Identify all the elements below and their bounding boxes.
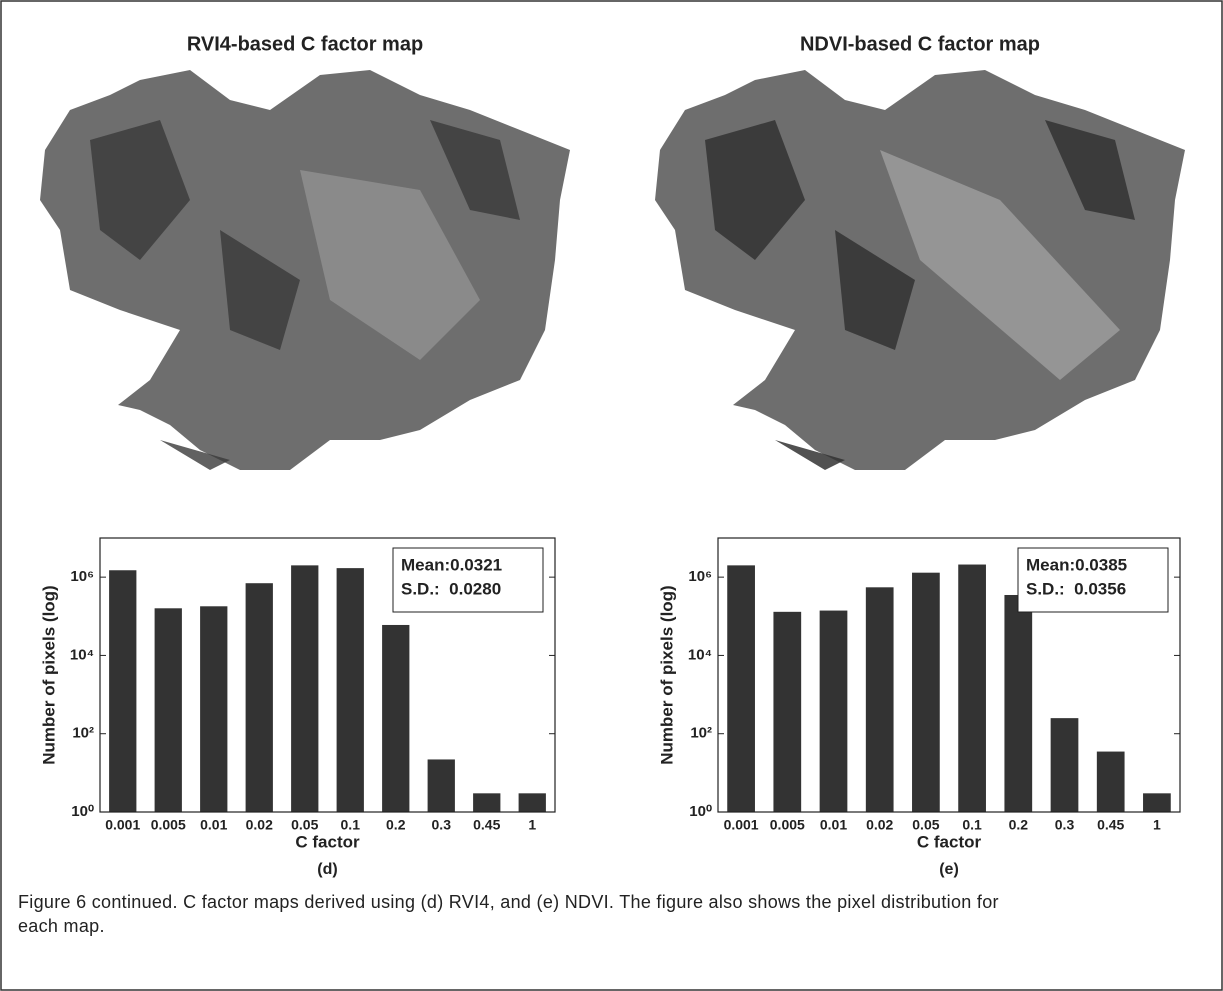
panel-label: (e)	[939, 861, 959, 878]
bar	[727, 565, 755, 812]
x-tick-label: 0.01	[200, 817, 227, 833]
figure-canvas: RVI4-based C factor map NDVI-based C fac…	[0, 0, 1223, 991]
x-tick-label: 0.45	[1097, 817, 1124, 833]
x-tick-label: 0.2	[1009, 817, 1029, 833]
map-title: RVI4-based C factor map	[187, 33, 423, 55]
y-tick-label: 10⁴	[70, 646, 94, 663]
bar	[1097, 752, 1125, 812]
x-tick-label: 0.1	[962, 817, 982, 833]
bar	[246, 583, 273, 812]
bar	[773, 612, 801, 812]
map-image	[40, 70, 570, 470]
y-axis-label: Number of pixels (log)	[657, 585, 676, 764]
panel-label: (d)	[317, 861, 337, 878]
y-tick-label: 10²	[690, 725, 712, 742]
figure: RVI4-based C factor map NDVI-based C fac…	[0, 0, 1223, 991]
x-tick-label: 0.005	[151, 817, 186, 833]
x-tick-label: 0.45	[473, 817, 500, 833]
annotation: S.D.: 0.0280	[401, 579, 501, 598]
caption: Figure 6 continued. C factor maps derive…	[18, 890, 1028, 938]
x-tick-label: 1	[1153, 817, 1161, 833]
x-axis-label: C factor	[917, 832, 982, 851]
y-axis-label: Number of pixels (log)	[39, 585, 58, 764]
map-image	[655, 70, 1185, 470]
y-tick-label: 10⁰	[689, 803, 712, 820]
x-tick-label: 0.001	[105, 817, 140, 833]
x-tick-label: 0.3	[432, 817, 452, 833]
annotation: Mean:0.0321	[401, 555, 502, 574]
x-tick-label: 1	[528, 817, 536, 833]
bar	[912, 573, 940, 812]
x-tick-label: 0.1	[341, 817, 361, 833]
annotation: S.D.: 0.0356	[1026, 579, 1126, 598]
bar	[1143, 793, 1171, 812]
bar	[200, 606, 227, 812]
bar	[820, 611, 848, 812]
x-tick-label: 0.02	[866, 817, 893, 833]
annotation: Mean:0.0385	[1026, 555, 1127, 574]
y-tick-label: 10⁶	[688, 568, 712, 585]
y-tick-label: 10⁶	[70, 568, 94, 585]
bar	[866, 587, 894, 812]
bar	[958, 565, 986, 812]
x-tick-label: 0.2	[386, 817, 406, 833]
x-tick-label: 0.001	[724, 817, 759, 833]
x-axis-label: C factor	[295, 832, 360, 851]
map-title: NDVI-based C factor map	[800, 33, 1040, 55]
bar	[109, 570, 136, 812]
x-tick-label: 0.05	[912, 817, 939, 833]
y-tick-label: 10⁰	[71, 803, 94, 820]
x-tick-label: 0.3	[1055, 817, 1075, 833]
bar	[473, 793, 500, 812]
x-tick-label: 0.05	[291, 817, 318, 833]
bar	[155, 608, 182, 812]
bar	[1051, 718, 1079, 812]
x-tick-label: 0.005	[770, 817, 805, 833]
bar	[519, 793, 546, 812]
bar	[337, 568, 364, 812]
bar	[428, 759, 455, 812]
x-tick-label: 0.01	[820, 817, 847, 833]
y-tick-label: 10²	[72, 725, 94, 742]
bar	[291, 565, 318, 812]
bar	[1004, 595, 1032, 812]
y-tick-label: 10⁴	[688, 646, 712, 663]
x-tick-label: 0.02	[246, 817, 273, 833]
bar	[382, 625, 409, 812]
